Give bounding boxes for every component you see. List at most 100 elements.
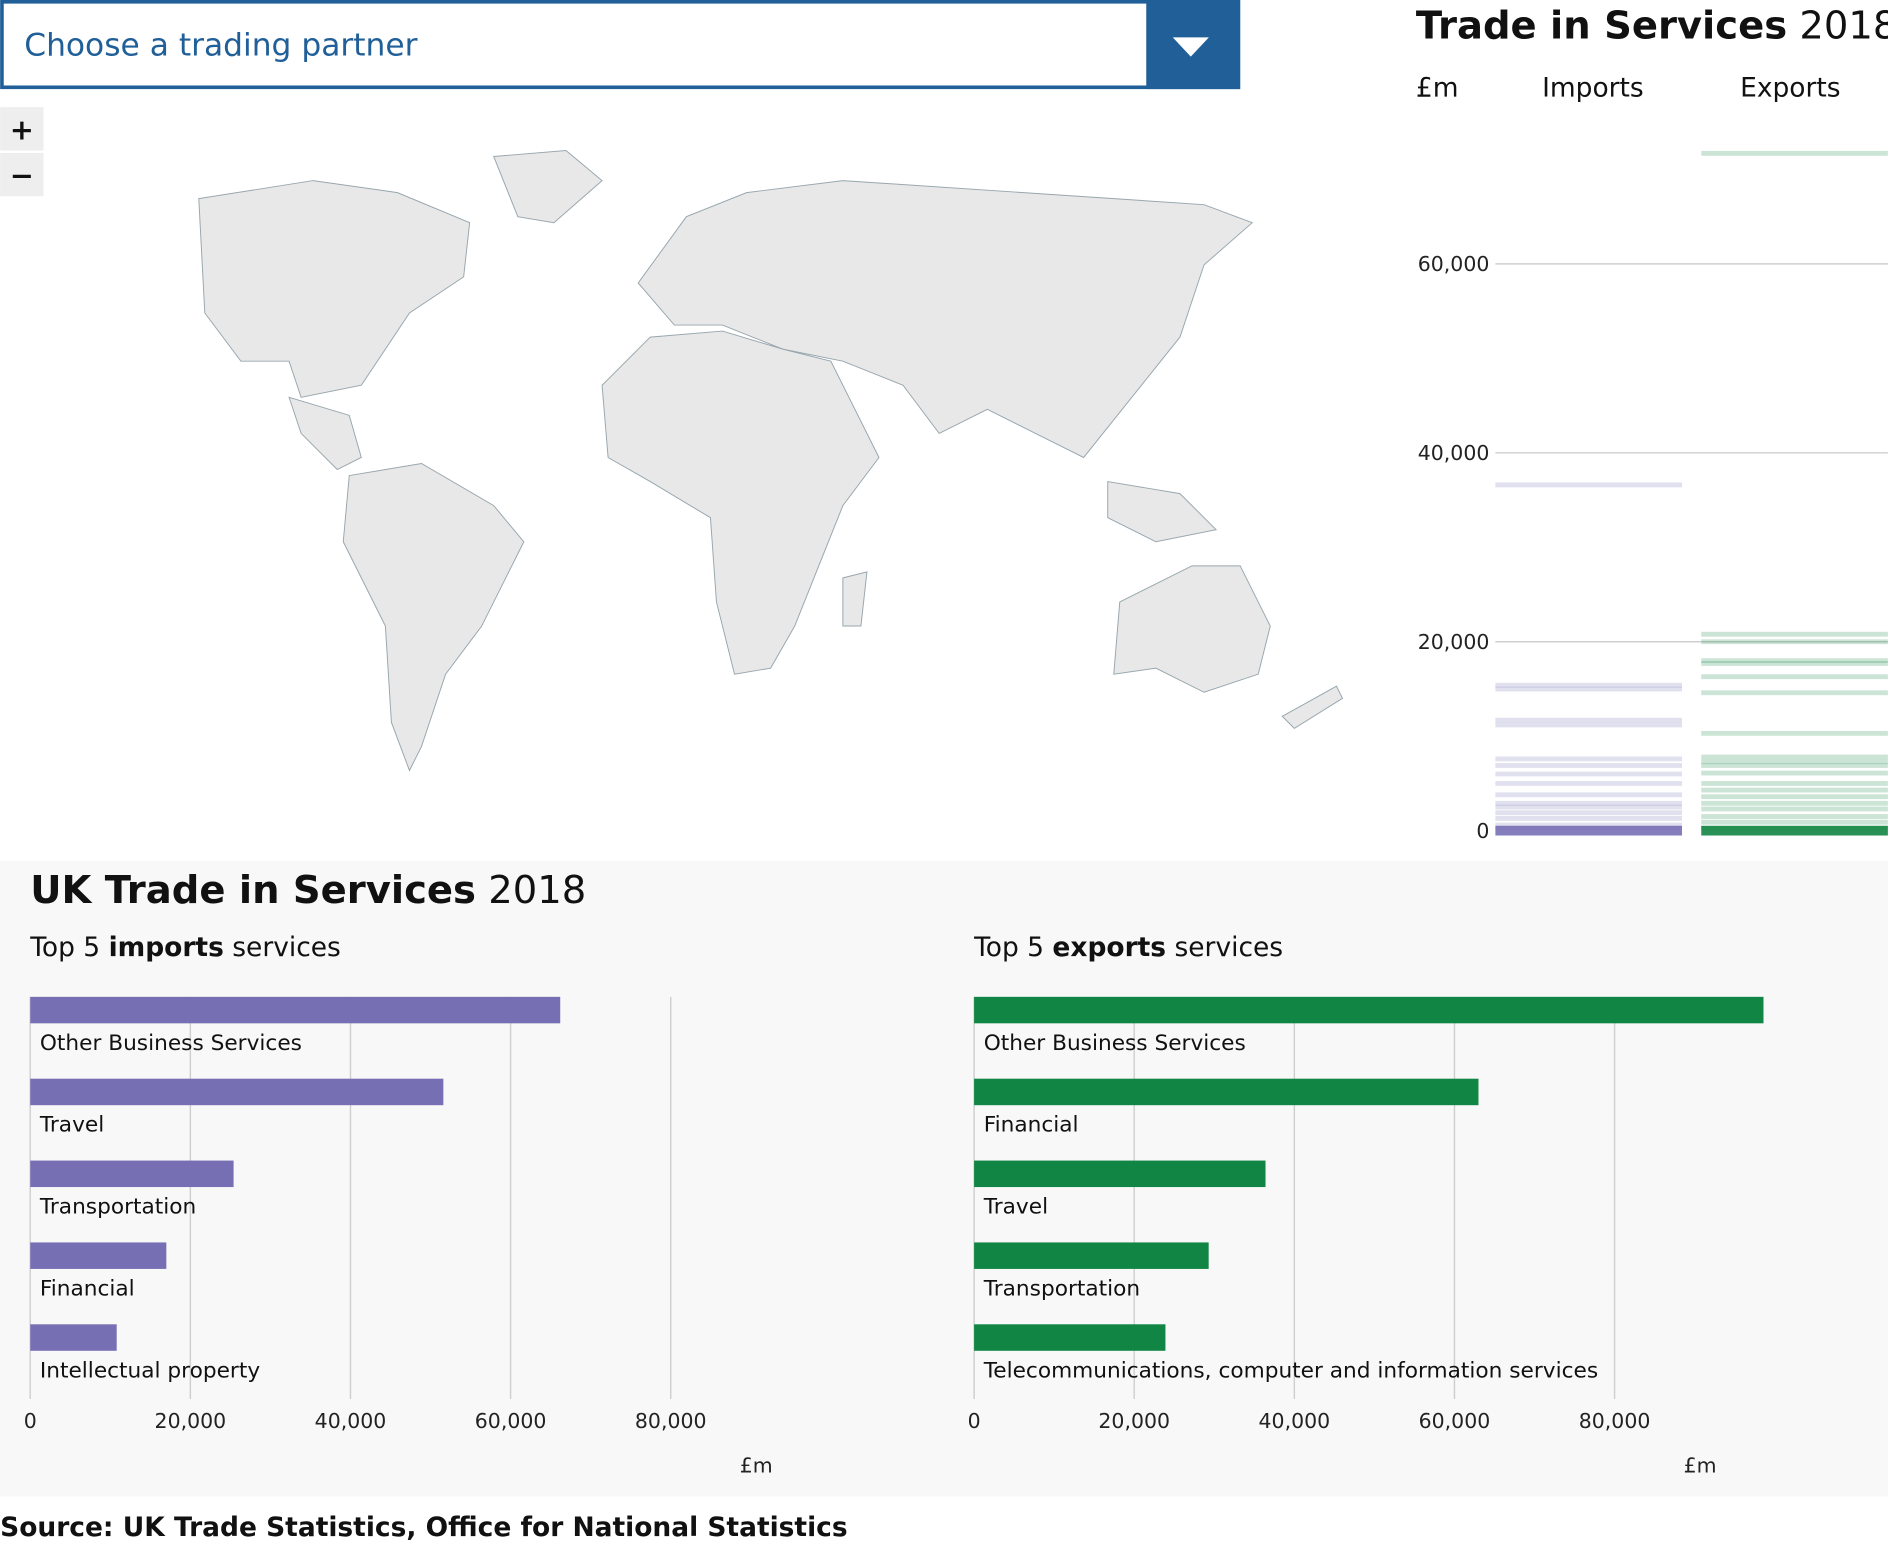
category-label: Other Business Services — [984, 1031, 1246, 1056]
strip — [1701, 819, 1888, 825]
strip — [1701, 814, 1888, 819]
category-label: Travel — [39, 1113, 104, 1138]
bar — [974, 1078, 1479, 1106]
strip — [1701, 770, 1888, 776]
bar — [30, 1242, 167, 1269]
bar — [30, 1324, 117, 1351]
subtitle-before: Top 5 — [29, 932, 100, 963]
x-tick-label: 40,000 — [315, 1409, 387, 1433]
strip — [1701, 781, 1888, 786]
x-tick-label: 0 — [24, 1409, 37, 1433]
bar — [974, 1160, 1266, 1188]
strip — [1701, 658, 1888, 664]
category-label: Financial — [984, 1113, 1079, 1138]
bottom-panel — [0, 860, 1888, 1497]
panel-title: UK Trade in Services 2018 — [30, 868, 586, 913]
category-label: Intellectual property — [40, 1358, 260, 1383]
strip — [1495, 722, 1682, 728]
strip-title-main: Trade in Services — [1416, 4, 1787, 49]
bar — [974, 1242, 1209, 1269]
imports-subtitle: Top 5 imports services — [29, 932, 341, 963]
category-label: Transportation — [39, 1195, 196, 1220]
x-axis-label: £m — [1684, 1453, 1717, 1477]
strip — [1701, 800, 1888, 806]
world-map[interactable] — [198, 149, 1344, 772]
subtitle-before: Top 5 — [973, 932, 1044, 963]
bar — [974, 1324, 1166, 1351]
strip — [1495, 822, 1682, 828]
strip-title: Trade in Services 2018 — [1416, 4, 1888, 49]
dropdown-placeholder[interactable]: Choose a trading partner — [24, 27, 417, 63]
strip — [1495, 717, 1682, 723]
dropdown[interactable] — [0, 0, 1241, 90]
category-label: Transportation — [983, 1276, 1140, 1301]
x-tick-label: 80,000 — [635, 1409, 707, 1433]
dropdown-arrow — [1172, 37, 1209, 57]
category-label: Financial — [40, 1276, 135, 1301]
strip — [1495, 781, 1682, 786]
strip — [1701, 787, 1888, 793]
strip — [1701, 763, 1888, 768]
strip — [1495, 756, 1682, 762]
strip-unit: £m — [1416, 72, 1459, 103]
strip — [1701, 806, 1888, 812]
strip-base — [1701, 825, 1888, 836]
x-tick-label: 20,000 — [1098, 1409, 1170, 1433]
strip — [1495, 810, 1682, 816]
strip — [1495, 482, 1682, 488]
strip — [1701, 150, 1888, 156]
strip — [1701, 730, 1888, 736]
strip — [1701, 674, 1888, 680]
y-tick-label: 0 — [1476, 819, 1489, 843]
source: Source: UK Trade Statistics, Office for … — [0, 1512, 847, 1541]
x-tick-label: 80,000 — [1579, 1409, 1651, 1433]
panel-title-main: UK Trade in Services — [30, 868, 476, 913]
strip — [1701, 794, 1888, 800]
subtitle-after: services — [232, 932, 341, 963]
strip — [1495, 771, 1682, 777]
strip-title-year: 2018 — [1799, 4, 1888, 49]
y-tick-label: 60,000 — [1418, 252, 1490, 276]
x-tick-label: 60,000 — [475, 1409, 547, 1433]
zoom-in-button[interactable] — [0, 107, 44, 151]
y-tick-label: 20,000 — [1418, 630, 1490, 654]
series-header: Exports — [1740, 72, 1840, 103]
bar — [30, 1078, 444, 1106]
zoom-out-button[interactable] — [0, 152, 44, 197]
zoom-out-label[interactable]: − — [10, 158, 34, 192]
strip — [1701, 754, 1888, 760]
category-label: Other Business Services — [40, 1031, 302, 1056]
panel-title-year: 2018 — [488, 868, 586, 913]
strip — [1495, 686, 1682, 692]
strip — [1701, 631, 1888, 637]
strip — [1701, 661, 1888, 666]
strip — [1495, 800, 1682, 806]
y-tick-label: 40,000 — [1418, 441, 1490, 465]
strip — [1701, 639, 1888, 645]
strip — [1495, 804, 1682, 810]
category-label: Travel — [983, 1195, 1048, 1220]
strip — [1495, 682, 1682, 688]
zoom-in-label[interactable]: + — [10, 113, 34, 147]
strip-base — [1495, 825, 1682, 836]
strip — [1495, 763, 1682, 768]
series-header: Imports — [1542, 72, 1644, 103]
category-label: Telecommunications, computer and informa… — [983, 1358, 1598, 1383]
x-tick-label: 40,000 — [1259, 1409, 1331, 1433]
bar — [974, 996, 1764, 1024]
subtitle-after: services — [1174, 932, 1283, 963]
subtitle-emph: exports — [1052, 932, 1166, 963]
subtitle-emph: imports — [109, 932, 224, 963]
bar — [30, 996, 561, 1024]
x-tick-label: 20,000 — [155, 1409, 227, 1433]
strip — [1701, 759, 1888, 765]
strip — [1701, 690, 1888, 696]
bar — [30, 1160, 234, 1188]
strip — [1495, 792, 1682, 798]
x-tick-label: 0 — [968, 1409, 981, 1433]
x-tick-label: 60,000 — [1419, 1409, 1491, 1433]
strip — [1495, 816, 1682, 821]
exports-subtitle: Top 5 exports services — [973, 932, 1283, 963]
x-axis-label: £m — [740, 1453, 773, 1477]
